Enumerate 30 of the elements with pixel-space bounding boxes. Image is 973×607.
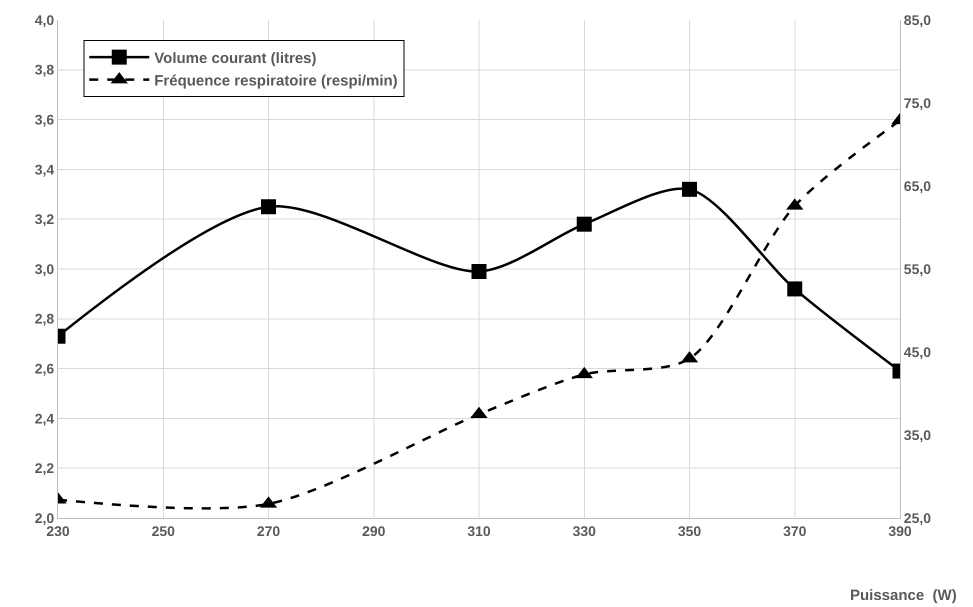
legend-label: Fréquence respiratoire (respi/min) <box>154 72 398 90</box>
x-tick-label: 250 <box>152 522 176 539</box>
point <box>787 281 802 296</box>
y2-tick-label: 55,0 <box>904 260 932 277</box>
x-axis-title: Puissance (W) <box>850 587 957 604</box>
y-tick-label: 3,8 <box>34 62 54 78</box>
legend-label: Volume courant (litres) <box>154 50 317 68</box>
y-tick-label: 2,4 <box>34 410 54 426</box>
y-tick-label: 3,4 <box>34 161 54 178</box>
x-tick-label: 290 <box>362 522 386 539</box>
y-tick-label: 3,2 <box>34 211 54 228</box>
y-tick-label: 2,8 <box>34 310 54 327</box>
y2-tick-label: 75,0 <box>904 94 932 111</box>
x-tick-label: 270 <box>256 522 280 539</box>
point <box>576 216 592 232</box>
y-tick-label: 2,6 <box>34 360 54 376</box>
y2-tick-label: 85,0 <box>904 12 932 28</box>
x-tick-label: 350 <box>678 522 702 539</box>
point <box>472 264 486 279</box>
y-tick-label: 4,0 <box>34 12 54 28</box>
x-tick-label: 330 <box>572 522 596 539</box>
y-tick-label: 2,2 <box>34 460 54 476</box>
y-tick-label: 3,0 <box>34 260 54 277</box>
y2-tick-label: 45,0 <box>904 344 932 360</box>
x-tick-label: 370 <box>783 522 807 539</box>
point <box>682 182 697 197</box>
y-tick-label: 3,6 <box>34 112 54 128</box>
y2-tick-label: 65,0 <box>904 178 932 194</box>
x-tick-label: 310 <box>467 522 491 539</box>
y2-tick-label: 35,0 <box>904 426 932 443</box>
